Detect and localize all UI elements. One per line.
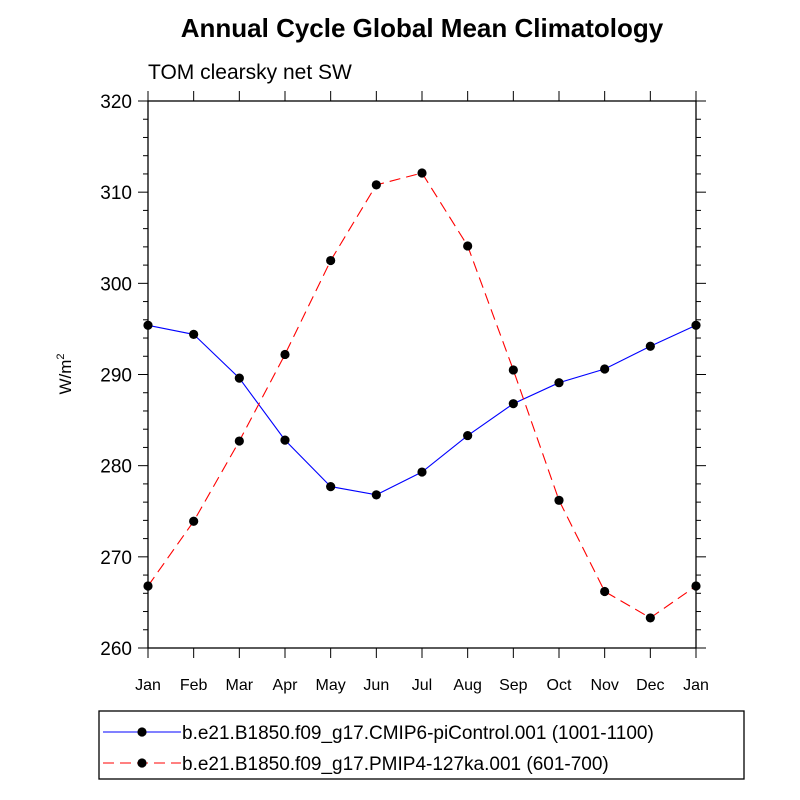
y-tick-label: 290	[100, 366, 132, 387]
legend-marker-2	[137, 758, 147, 768]
series-2-point	[280, 349, 290, 360]
y-tick-label: 270	[100, 548, 132, 569]
series-1-point	[234, 373, 244, 383]
x-tick-label: May	[316, 677, 346, 694]
x-tick-label: Sep	[499, 677, 528, 694]
x-tick-label: Jan	[683, 677, 709, 694]
series-2-point	[417, 168, 427, 178]
x-tick-label: Dec	[636, 677, 664, 694]
series-line-2	[147, 172, 697, 619]
series-2-point	[326, 255, 336, 266]
series-1-point	[691, 320, 701, 330]
x-tick-label: Jun	[363, 677, 389, 694]
series-2-point	[600, 586, 610, 597]
series-layer	[143, 168, 701, 623]
y-tick-label: 300	[100, 274, 132, 295]
x-tick-label: Aug	[453, 677, 481, 694]
series-2-point	[143, 581, 153, 591]
plot-frame	[147, 100, 697, 649]
y-tick-label: 310	[100, 183, 132, 204]
series-1-point	[143, 320, 153, 330]
legend-box	[98, 710, 745, 780]
series-2-point	[234, 436, 244, 446]
legend-label-2: b.e21.B1850.f09_g17.PMIP4-127ka.001 (601…	[182, 754, 609, 775]
x-tick-label: Mar	[226, 677, 254, 694]
series-2-point	[189, 516, 199, 526]
series-2-point	[554, 495, 564, 505]
x-tick-label: Nov	[590, 677, 618, 694]
legend-layer: b.e21.B1850.f09_g17.CMIP6-piControl.001 …	[103, 723, 654, 775]
ticks-layer: 260 270 280 290 300 310 320 Jan Feb Mar Apr May Jun J…	[100, 91, 709, 694]
legend-label-1: b.e21.B1850.f09_g17.CMIP6-piControl.001 …	[182, 723, 654, 744]
series-1-point	[371, 490, 381, 500]
series-1-point	[280, 435, 290, 445]
series-2-point	[508, 365, 518, 375]
series-1-point	[326, 482, 336, 492]
y-axis-label-text: W/m	[56, 360, 75, 395]
series-2-point	[371, 180, 381, 190]
x-tick-label: Oct	[547, 677, 572, 694]
x-tick-label: Feb	[180, 677, 208, 694]
svg-text:W/m2: W/m2	[55, 353, 75, 394]
legend-marker-1	[137, 727, 147, 737]
series-1-point	[189, 329, 199, 339]
x-tick-label: Jul	[412, 677, 432, 694]
y-tick-label: 280	[100, 457, 132, 478]
y-tick-label: 320	[100, 92, 132, 113]
series-1-point	[463, 430, 473, 441]
y-axis-label: W/m2	[55, 353, 75, 394]
y-axis-label-superscript: 2	[55, 353, 67, 359]
series-1-point	[508, 399, 518, 409]
chart-title: Annual Cycle Global Mean Climatology	[181, 13, 664, 43]
series-1-point	[600, 364, 610, 374]
y-tick-label: 260	[100, 639, 132, 660]
series-1-point	[554, 378, 564, 388]
series-1-point	[645, 341, 655, 351]
x-tick-label: Apr	[273, 677, 299, 694]
chart-subtitle: TOM clearsky net SW	[148, 61, 352, 84]
x-tick-label: Jan	[135, 677, 161, 694]
series-2-point	[645, 613, 655, 623]
series-2-point	[691, 581, 701, 591]
series-1-point	[417, 467, 427, 477]
series-2-point	[463, 241, 473, 251]
